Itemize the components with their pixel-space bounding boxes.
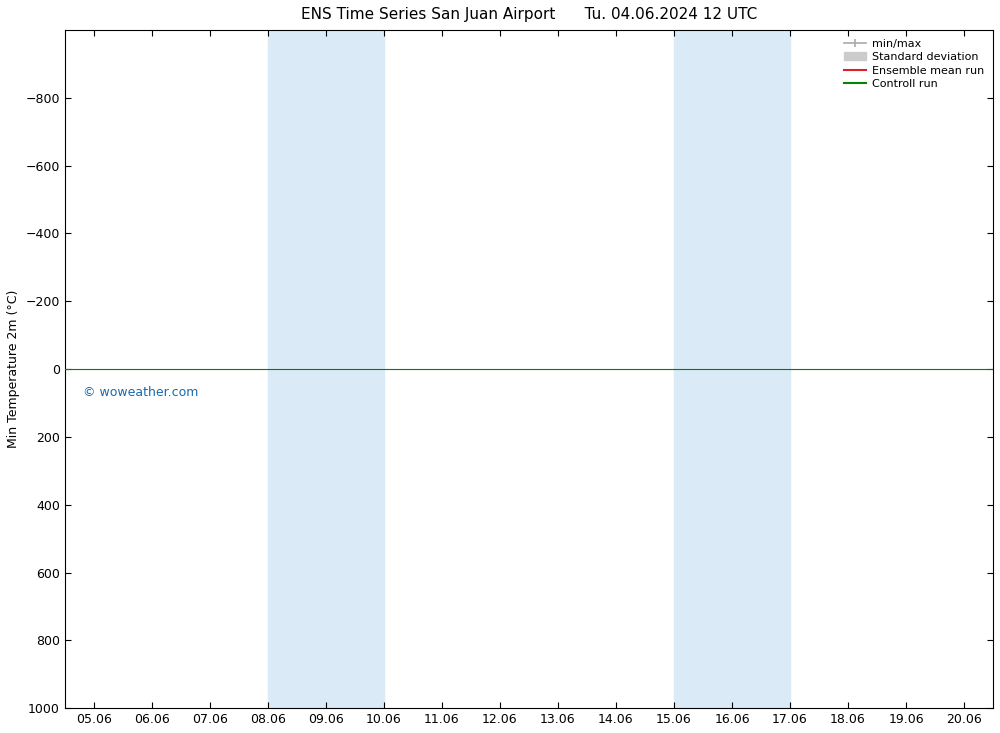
Y-axis label: Min Temperature 2m (°C): Min Temperature 2m (°C) bbox=[7, 290, 20, 449]
Title: ENS Time Series San Juan Airport      Tu. 04.06.2024 12 UTC: ENS Time Series San Juan Airport Tu. 04.… bbox=[301, 7, 757, 22]
Legend: min/max, Standard deviation, Ensemble mean run, Controll run: min/max, Standard deviation, Ensemble me… bbox=[841, 36, 988, 92]
Bar bbox=[674, 30, 790, 708]
Text: © woweather.com: © woweather.com bbox=[83, 386, 199, 399]
Bar bbox=[268, 30, 384, 708]
